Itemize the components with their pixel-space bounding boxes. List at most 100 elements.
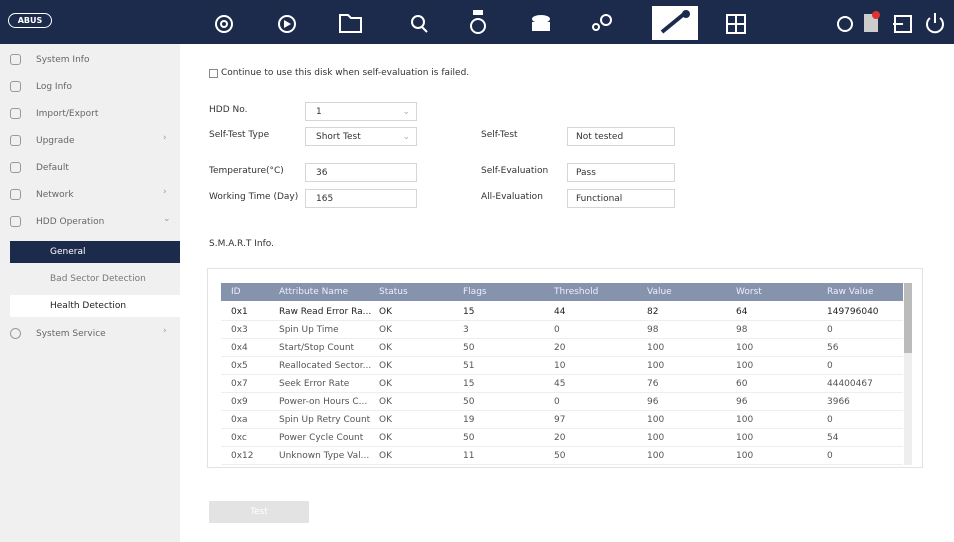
sub-nav-item[interactable]: Health Detection — [10, 295, 180, 317]
table-cell: 0x5 — [231, 361, 248, 371]
table-cell: Reallocated Sector... — [279, 361, 372, 371]
scrollbar-track — [904, 283, 912, 465]
sub-nav-item[interactable]: Bad Sector Detection — [50, 274, 146, 284]
column-header: ID — [231, 287, 241, 297]
field-input[interactable]: Short Test ⌄ — [305, 127, 417, 146]
nav-item[interactable]: Upgrade — [36, 136, 75, 146]
nav-item[interactable]: Default — [36, 163, 69, 173]
sub-nav-item[interactable]: General — [10, 241, 180, 263]
table-cell: OK — [379, 307, 392, 317]
table-cell: OK — [379, 433, 392, 443]
table-row[interactable]: 0x4 Start/Stop Count OK 50 20 100 100 56 — [221, 339, 903, 357]
table-cell: Spin Up Time — [279, 325, 339, 335]
field-value: 165 — [316, 194, 334, 204]
nav-item[interactable]: Network — [36, 190, 74, 200]
table-row[interactable]: 0xc Power Cycle Count OK 50 20 100 100 54 — [221, 429, 903, 447]
field-value: Pass — [576, 168, 596, 178]
nav-icon — [10, 162, 21, 173]
field-input: 165 — [305, 189, 417, 208]
table-cell: OK — [379, 361, 392, 371]
table-row[interactable]: 0x1 Raw Read Error Ra... OK 15 44 82 64 1497960… — [221, 303, 903, 321]
field-input[interactable]: 1 ⌄ — [305, 102, 417, 121]
field-value: Short Test — [316, 132, 361, 142]
field-output: Functional — [567, 189, 675, 208]
table-cell: 100 — [647, 433, 665, 443]
table-cell: 50 — [463, 397, 475, 407]
table-cell: 50 — [463, 343, 475, 353]
table-cell: 0x1 — [231, 307, 248, 317]
table-row[interactable]: 0x9 Power-on Hours C... OK 50 0 96 96 3966 — [221, 393, 903, 411]
table-row[interactable]: 0x12 Unknown Type Val... OK 11 50 100 100 0 — [221, 447, 903, 465]
table-cell: 15 — [463, 307, 475, 317]
chevron: ⌄ — [163, 214, 171, 224]
field-label: All-Evaluation — [481, 192, 543, 202]
nav-item[interactable]: Log Info — [36, 82, 72, 92]
chevron: › — [163, 187, 167, 197]
column-header: Worst — [736, 287, 762, 297]
table-header: ID Attribute Name Status Flags Threshold Valu… — [221, 283, 903, 301]
table-cell: 0xa — [231, 415, 248, 425]
table-row[interactable]: 0xa Spin Up Retry Count OK 19 97 100 100 0 — [221, 411, 903, 429]
nav-icon — [10, 328, 21, 339]
nav-item[interactable]: Import/Export — [36, 109, 99, 119]
chevron: › — [163, 133, 167, 143]
nav-icon — [10, 81, 21, 92]
table-cell: 96 — [647, 397, 659, 407]
table-cell: 60 — [736, 379, 748, 389]
table-cell: 0 — [827, 361, 833, 371]
table-cell: OK — [379, 379, 392, 389]
test-button[interactable]: Test — [209, 501, 309, 523]
table-cell: 0 — [827, 415, 833, 425]
table-row[interactable]: 0x3 Spin Up Time OK 3 0 98 98 0 — [221, 321, 903, 339]
nav-item[interactable]: System Service — [36, 329, 106, 339]
column-header: Status — [379, 287, 408, 297]
table-cell: Seek Error Rate — [279, 379, 350, 389]
table-row[interactable]: 0x7 Seek Error Rate OK 15 45 76 60 44400467 — [221, 375, 903, 393]
table-cell: OK — [379, 451, 392, 461]
content: Continue to use this disk when self-eval… — [180, 44, 954, 542]
scrollbar-thumb — [904, 283, 912, 353]
table-cell: 50 — [463, 433, 475, 443]
table-cell: 54 — [827, 433, 839, 443]
table-cell: 44 — [554, 307, 566, 317]
table-cell: 45 — [554, 379, 566, 389]
field-label: HDD No. — [209, 105, 248, 115]
table-cell: 149796040 — [827, 307, 879, 317]
dropdown-arrow: ⌄ — [402, 107, 410, 117]
table-cell: 3 — [463, 325, 469, 335]
field-value: Not tested — [576, 132, 624, 142]
nav-icon — [10, 135, 21, 146]
nav-item[interactable]: HDD Operation — [36, 217, 105, 227]
table-cell: 0x3 — [231, 325, 248, 335]
table-cell: 0 — [554, 325, 560, 335]
table-cell: 0 — [827, 325, 833, 335]
column-header: Flags — [463, 287, 487, 297]
field-input: 36 — [305, 163, 417, 182]
table-cell: 0 — [554, 397, 560, 407]
nav-icon — [10, 54, 21, 65]
table-cell: 100 — [736, 451, 754, 461]
table-cell: 51 — [463, 361, 475, 371]
nav-item[interactable]: System Info — [36, 55, 90, 65]
column-header: Threshold — [554, 287, 599, 297]
table-cell: 50 — [554, 451, 566, 461]
table-cell: OK — [379, 397, 392, 407]
field-label: Self-Test Type — [209, 130, 270, 140]
checkbox[interactable] — [209, 69, 218, 78]
table-cell: OK — [379, 415, 392, 425]
table-cell: OK — [379, 325, 392, 335]
table-cell: Spin Up Retry Count — [279, 415, 371, 425]
nav-icon — [10, 216, 21, 227]
table-row[interactable]: 0x5 Reallocated Sector... OK 51 10 100 100 0 — [221, 357, 903, 375]
table-cell: 64 — [736, 307, 748, 317]
table-cell: 10 — [554, 361, 566, 371]
table-cell: 98 — [647, 325, 659, 335]
dropdown-arrow: ⌄ — [402, 132, 410, 142]
chevron: › — [163, 326, 167, 336]
table-cell: 0x7 — [231, 379, 248, 389]
table-cell: 100 — [736, 343, 754, 353]
toolbar-icons — [215, 10, 944, 34]
table-cell: 56 — [827, 343, 839, 353]
column-header: Attribute Name — [279, 287, 349, 297]
